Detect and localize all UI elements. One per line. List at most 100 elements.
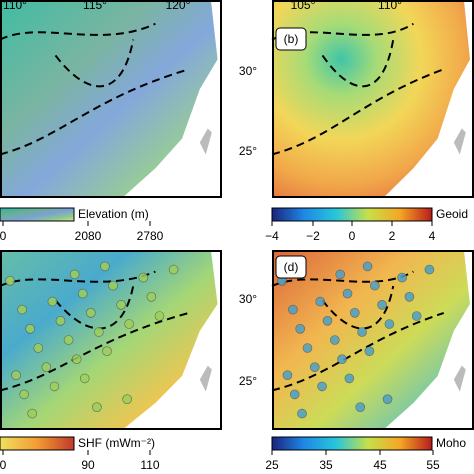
block-boundary [321,285,395,330]
station [79,373,90,384]
colorbar-label: SHF (mWm⁻²) [78,436,155,450]
station [124,319,134,329]
colorbar-tick-label: 45 [373,458,387,472]
colorbar-label: Geoid [436,207,468,221]
station [100,261,110,272]
panel-label-box [275,255,307,279]
block-boundary [0,270,156,287]
station [364,346,375,357]
map-frame [272,250,474,430]
colorbar-tick-label: 35 [319,458,333,472]
station [77,288,88,299]
station [69,269,80,280]
station [71,354,82,365]
latitude-label: 30° [239,292,257,306]
colorbar-label: Moho [436,436,466,450]
block-boundary [0,68,189,156]
taiwan [199,128,212,155]
land-surface [0,0,218,198]
station [411,311,422,321]
colorbar-tick-label: −2 [306,229,320,243]
colorbar-tick-label: 0 [0,458,7,472]
station [138,272,149,283]
station [377,299,387,310]
block-boundary [271,68,445,156]
panel-label-box [275,27,307,51]
map-frame [0,250,222,430]
longitude-label: 115° [83,0,107,12]
station [41,362,52,373]
block-boundary [321,39,395,88]
longitude-label: 110° [3,0,27,12]
station [282,370,293,381]
station [397,272,407,283]
station [108,280,118,291]
station [17,304,27,315]
station [355,402,366,413]
station [295,323,306,334]
station [5,275,15,286]
map-frame [272,0,474,198]
colorbar-tick-label: 25 [265,458,279,472]
station [297,408,307,419]
station [122,394,132,405]
colorbar [0,436,75,451]
station [288,304,298,315]
colorbar [271,436,433,451]
station [94,327,104,337]
station [349,307,360,318]
station [49,381,60,392]
longitude-label: 120° [166,0,191,12]
colorbar-label: Elevation (m) [78,207,149,221]
colorbar [271,207,433,222]
station [317,381,327,392]
station [404,291,415,302]
latitude-label: 30° [239,64,257,78]
station [146,291,157,302]
station [25,323,36,334]
longitude-label: 105° [291,0,316,12]
taiwan [453,128,466,155]
taiwan [199,365,212,392]
station [309,362,320,373]
map-frame [0,0,222,198]
station [362,261,373,272]
station [102,346,112,357]
station [47,296,58,307]
station [382,394,393,405]
colorbar-tick-label: 110 [140,458,159,472]
station [344,373,355,384]
colorbar [0,207,75,222]
station [342,288,353,299]
station [329,335,340,345]
station [370,280,380,291]
colorbar-tick-label: 2 [389,229,396,243]
station [384,319,395,329]
station [92,402,102,413]
station [27,408,38,419]
station [63,335,74,345]
block-boundary [54,39,135,88]
colorbar-tick-label: 2780 [137,229,164,243]
block-boundary [0,312,189,392]
station [357,327,367,337]
station [168,264,179,275]
block-boundary [0,22,156,41]
map-layer [0,0,474,455]
station [33,343,44,353]
colorbar-tick-label: 0 [0,229,7,243]
station [154,311,165,321]
station [11,370,21,381]
colorbar-tick-label: 2080 [75,229,102,243]
station [337,354,347,365]
station [315,296,326,307]
station [322,315,333,326]
station [424,264,435,275]
block-boundary [54,285,135,330]
block-boundary [271,312,445,392]
station [116,299,126,310]
latitude-label: 25° [239,144,257,158]
